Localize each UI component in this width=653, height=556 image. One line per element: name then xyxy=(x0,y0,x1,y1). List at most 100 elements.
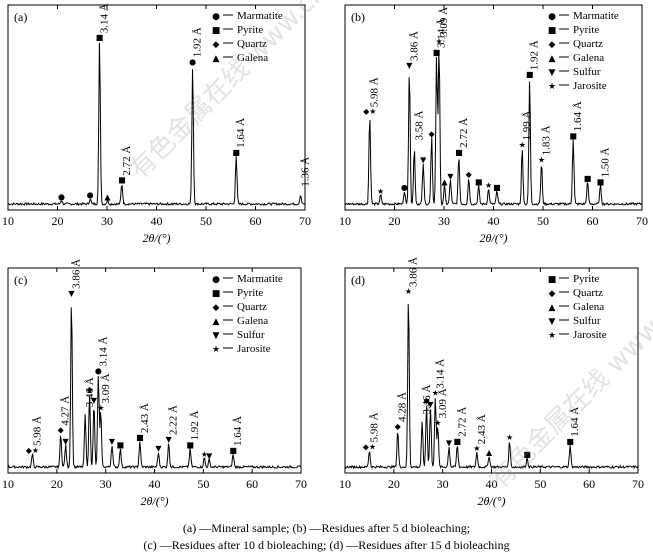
legend-symbol: ◆ xyxy=(549,289,556,299)
peak-d-spacing-label: 3.86 Å xyxy=(70,259,82,289)
peak-d-spacing-label: 1.83 Å xyxy=(541,125,553,155)
peak-d-spacing-label: 2.43 Å xyxy=(139,403,151,433)
peak-d-spacing-label: 2.22 Å xyxy=(168,405,180,435)
x-tick-label: 70 xyxy=(636,214,648,228)
peak-marker: ▼ xyxy=(155,444,162,453)
legend-label: Pyrite xyxy=(237,24,263,36)
legend-symbol: ◆ xyxy=(549,40,556,50)
x-tick-label: 60 xyxy=(583,477,595,491)
legend-label: Marmatite xyxy=(573,10,619,22)
peak-d-spacing-label: 2.72 Å xyxy=(121,146,133,176)
peak-marker: ★ xyxy=(434,418,441,427)
legend-symbol: ▲ xyxy=(549,303,556,313)
peak-marker: ■ xyxy=(232,148,240,157)
peak-marker: ■ xyxy=(475,178,483,187)
legend-symbol: ▼ xyxy=(213,331,220,341)
peak-d-spacing-label: 1.92 Å xyxy=(189,411,201,441)
legend-label: Marmatite xyxy=(237,273,283,285)
legend-symbol: ▼ xyxy=(549,68,556,78)
peak-marker: ● xyxy=(87,190,94,199)
legend-symbol: ◆ xyxy=(213,303,220,313)
x-tick-label: 30 xyxy=(437,477,449,491)
peak-marker: ◆ xyxy=(395,422,402,431)
peak-marker: ★ xyxy=(473,444,480,453)
legend-label: Sulfur xyxy=(573,66,601,78)
peak-marker: ★ xyxy=(519,141,526,150)
peak-marker: ● xyxy=(58,192,65,201)
xrd-pattern-line xyxy=(344,303,639,470)
legend-symbol: ▲ xyxy=(213,54,220,64)
peak-d-spacing-label: 2.72 Å xyxy=(458,118,470,148)
peak-d-spacing-label: 1.64 Å xyxy=(232,416,244,446)
legend-symbol: ★ xyxy=(548,331,556,341)
peak-marker: ▼ xyxy=(109,437,116,446)
peak-marker: ■ xyxy=(455,148,463,157)
x-axis-label: 2θ/(°) xyxy=(142,231,170,245)
x-tick-label: 40 xyxy=(488,214,500,228)
x-tick-label: 50 xyxy=(534,477,546,491)
xrd-pattern-line xyxy=(344,51,643,207)
peak-d-spacing-label: 1.99 Å xyxy=(521,111,533,141)
panel-label: (b) xyxy=(351,10,365,24)
legend-symbol: ■ xyxy=(212,26,221,36)
peak-marker: ■ xyxy=(493,183,501,192)
peak-marker: ▼ xyxy=(406,61,413,70)
peak-marker: ◆ xyxy=(466,170,473,179)
peak-marker: ◆ xyxy=(86,385,93,394)
legend-symbol: ● xyxy=(548,12,556,22)
peak-marker: ■ xyxy=(454,437,462,446)
peak-marker: ★ xyxy=(377,187,384,196)
peak-d-spacing-label: 5.98 Å xyxy=(369,77,381,107)
legend-label: Quartz xyxy=(237,301,267,313)
peak-marker: ◆ xyxy=(429,129,436,138)
peak-d-spacing-label: 3.14 Å xyxy=(436,18,448,48)
peak-marker: ■ xyxy=(433,48,441,57)
peak-d-spacing-label: 3.14 Å xyxy=(99,3,111,33)
legend-symbol: ◆ xyxy=(213,40,220,50)
peak-marker: ▼ xyxy=(206,452,213,461)
x-axis-label: 2θ/(°) xyxy=(140,494,168,508)
x-tick-label: 40 xyxy=(149,477,161,491)
legend-label: Jarosite xyxy=(237,343,271,355)
x-tick-label: 30 xyxy=(101,214,113,228)
peak-marker: ★ xyxy=(201,450,208,459)
x-tick-label: 20 xyxy=(51,477,63,491)
peak-marker: ★ xyxy=(97,404,104,413)
x-tick-label: 70 xyxy=(632,477,644,491)
peak-d-spacing-label: 1.36 Å xyxy=(300,157,312,187)
x-tick-label: 10 xyxy=(339,214,351,228)
peak-marker: ■ xyxy=(569,131,577,140)
legend-label: Pyrite xyxy=(573,273,599,285)
peak-marker: ◆★ xyxy=(26,446,39,455)
figure-caption-line-2: (c) —Residues after 10 d bioleaching; (d… xyxy=(143,538,510,552)
x-tick-label: 40 xyxy=(151,214,163,228)
legend-label: Galena xyxy=(573,52,604,64)
peak-marker: ■ xyxy=(584,174,592,183)
peak-marker: ■ xyxy=(566,437,574,446)
legend-label: Galena xyxy=(573,301,604,313)
peak-d-spacing-label: 3.58 Å xyxy=(413,111,425,141)
legend-symbol: ■ xyxy=(548,275,557,285)
x-tick-label: 40 xyxy=(486,477,498,491)
x-tick-label: 10 xyxy=(339,477,351,491)
peak-marker: ▼ xyxy=(68,289,75,298)
legend-symbol: ▲ xyxy=(213,317,220,327)
panel-label: (d) xyxy=(351,273,365,287)
legend-symbol: ■ xyxy=(212,289,221,299)
peak-marker: ★ xyxy=(432,389,439,398)
peak-marker: ▼ xyxy=(91,396,98,405)
peak-d-spacing-label: 1.64 Å xyxy=(572,101,584,131)
peak-marker: ■ xyxy=(526,70,534,79)
peak-d-spacing-label: 1.50 Å xyxy=(599,148,611,178)
peak-d-spacing-label: 3.46 Å xyxy=(421,385,433,415)
legend-symbol: ▼ xyxy=(549,317,556,327)
peak-d-spacing-label: 3.09 Å xyxy=(437,388,449,418)
legend-label: Sulfur xyxy=(237,329,265,341)
x-tick-label: 50 xyxy=(197,477,209,491)
peak-marker: ■ xyxy=(96,33,104,42)
legend-label: Jarosite xyxy=(573,329,607,341)
legend-label: Pyrite xyxy=(573,24,599,36)
legend-label: Galena xyxy=(237,52,268,64)
legend-label: Marmatite xyxy=(237,10,283,22)
x-tick-label: 20 xyxy=(52,214,64,228)
